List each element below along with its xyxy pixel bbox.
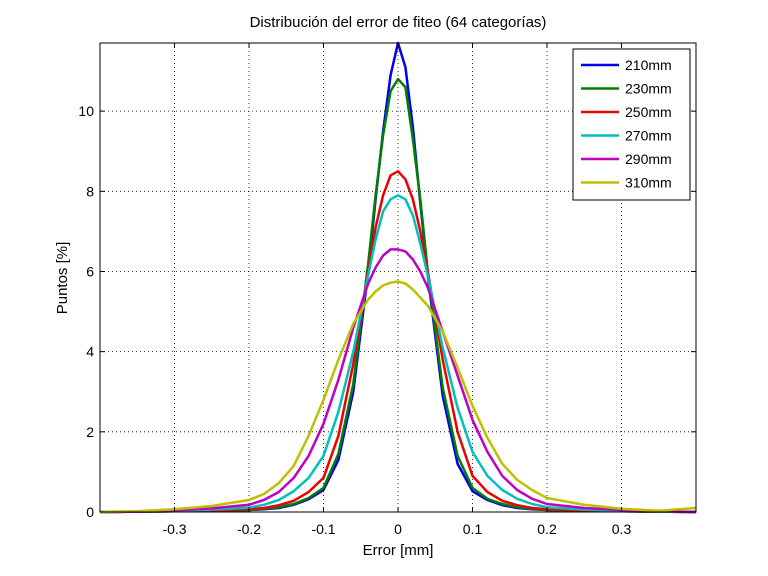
- x-tick-label: -0.1: [311, 521, 335, 537]
- y-tick-label: 6: [86, 263, 94, 279]
- x-axis-label: Error [mm]: [363, 542, 434, 559]
- y-tick-label: 2: [86, 424, 94, 440]
- x-tick-label: 0: [394, 521, 402, 537]
- x-tick-label: 0.3: [612, 521, 632, 537]
- y-tick-label: 10: [78, 103, 94, 119]
- x-tick-label: 0.1: [463, 521, 483, 537]
- series-line-270mm: [99, 194, 697, 514]
- chart-title: Distribución del error de fiteo (64 cate…: [250, 14, 547, 31]
- x-tick-label: -0.3: [162, 521, 186, 537]
- legend: 210mm 230mm 250mm 270mm 290mm 310mm: [572, 48, 691, 201]
- y-tick-label: 8: [86, 183, 94, 199]
- axis-ticks: -0.3 -0.2 -0.1 0 0.1 0.2 0.3 0 2 4 6 8 10: [78, 43, 696, 537]
- series-line-250mm: [99, 170, 697, 514]
- x-tick-label: -0.2: [237, 521, 261, 537]
- series-line-290mm: [99, 248, 697, 514]
- legend-label: 210mm: [625, 57, 672, 73]
- legend-label: 310mm: [625, 175, 672, 191]
- y-tick-label: 0: [86, 504, 94, 520]
- y-axis-label: Puntos [%]: [54, 242, 71, 315]
- y-tick-label: 4: [86, 344, 94, 360]
- legend-label: 230mm: [625, 81, 672, 97]
- legend-box: [572, 48, 691, 201]
- legend-label: 250mm: [625, 104, 672, 120]
- legend-label: 270mm: [625, 128, 672, 144]
- series-line-310mm: [99, 280, 697, 514]
- x-tick-label: 0.2: [537, 521, 557, 537]
- legend-label: 290mm: [625, 151, 672, 167]
